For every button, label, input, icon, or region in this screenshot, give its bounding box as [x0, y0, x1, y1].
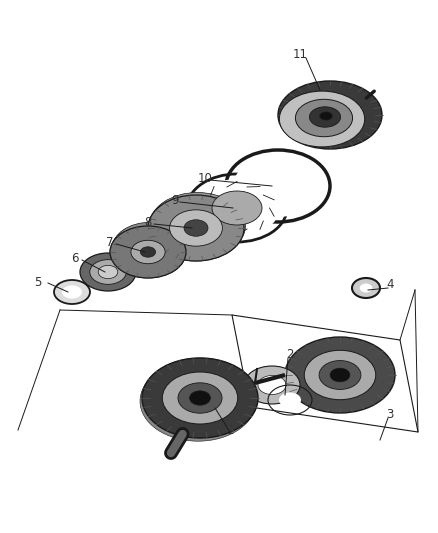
Ellipse shape: [54, 280, 90, 304]
Ellipse shape: [141, 360, 257, 440]
Ellipse shape: [112, 223, 187, 276]
Ellipse shape: [212, 191, 262, 225]
Text: 8: 8: [144, 215, 152, 229]
Text: 1: 1: [226, 424, 234, 437]
Ellipse shape: [184, 220, 208, 236]
Ellipse shape: [170, 210, 223, 246]
Ellipse shape: [62, 285, 82, 298]
Ellipse shape: [244, 366, 300, 404]
Ellipse shape: [148, 195, 244, 261]
Ellipse shape: [131, 240, 165, 264]
Text: 11: 11: [293, 49, 307, 61]
Ellipse shape: [80, 253, 136, 291]
Text: 6: 6: [71, 252, 79, 264]
Ellipse shape: [279, 91, 365, 147]
Ellipse shape: [149, 194, 245, 260]
Ellipse shape: [360, 284, 372, 293]
Ellipse shape: [90, 260, 126, 284]
Ellipse shape: [258, 376, 286, 394]
Ellipse shape: [148, 195, 244, 261]
Ellipse shape: [233, 155, 323, 217]
Ellipse shape: [149, 192, 246, 259]
Ellipse shape: [285, 337, 395, 413]
Text: 7: 7: [106, 236, 114, 248]
Text: 4: 4: [386, 279, 394, 292]
Ellipse shape: [278, 81, 382, 149]
Ellipse shape: [320, 112, 332, 120]
Ellipse shape: [141, 247, 155, 257]
Ellipse shape: [279, 392, 301, 408]
Ellipse shape: [190, 391, 210, 405]
Ellipse shape: [309, 107, 341, 127]
Ellipse shape: [319, 360, 361, 390]
Ellipse shape: [352, 278, 380, 298]
Ellipse shape: [142, 358, 258, 438]
Ellipse shape: [140, 361, 256, 441]
Ellipse shape: [304, 350, 376, 400]
Text: 10: 10: [198, 172, 212, 184]
Text: 5: 5: [34, 276, 42, 288]
Ellipse shape: [110, 226, 186, 278]
Ellipse shape: [111, 225, 187, 277]
Text: 9: 9: [171, 193, 179, 206]
Ellipse shape: [295, 99, 353, 136]
Text: 2: 2: [286, 349, 294, 361]
Ellipse shape: [178, 383, 222, 413]
Ellipse shape: [142, 358, 258, 438]
Ellipse shape: [110, 226, 186, 278]
Ellipse shape: [98, 265, 118, 279]
Text: 3: 3: [386, 408, 394, 422]
Ellipse shape: [194, 179, 279, 237]
Ellipse shape: [330, 368, 350, 382]
Ellipse shape: [162, 372, 238, 424]
Ellipse shape: [112, 222, 188, 274]
